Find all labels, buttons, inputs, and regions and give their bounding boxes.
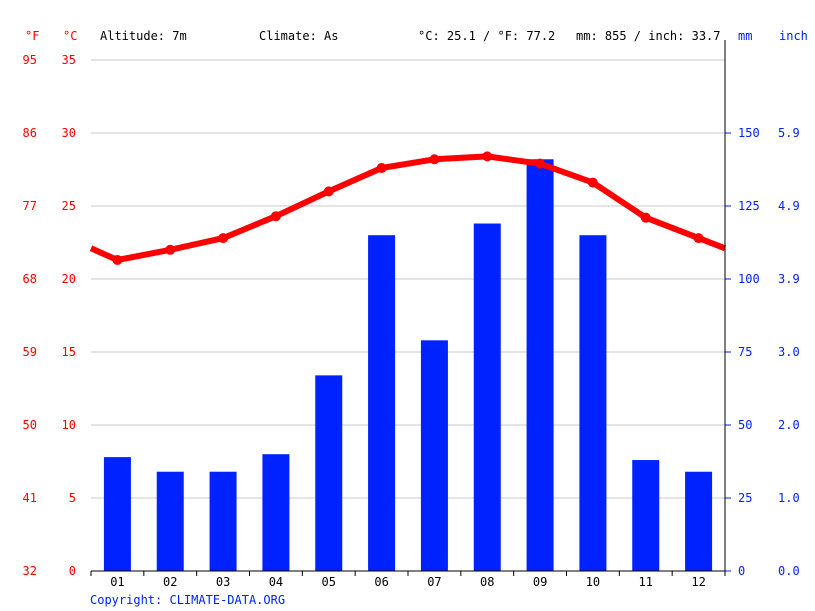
axes	[91, 40, 726, 572]
precipitation-bar	[420, 340, 448, 571]
celsius-tick-label: 0	[69, 564, 76, 578]
precipitation-bar	[685, 471, 713, 571]
celsius-tick-label: 30	[62, 126, 76, 140]
fahrenheit-tick-label: 41	[23, 491, 37, 505]
month-tick-label: 09	[533, 575, 547, 589]
celsius-tick-label: 15	[62, 345, 76, 359]
inch-tick-label: 3.9	[778, 272, 800, 286]
temperature-point	[165, 244, 176, 255]
month-tick-label: 07	[427, 575, 441, 589]
precipitation-bar	[579, 235, 607, 571]
fahrenheit-tick-label: 32	[23, 564, 37, 578]
month-tick-label: 12	[691, 575, 705, 589]
inch-tick-label: 2.0	[778, 418, 800, 432]
mm-tick-label: 75	[738, 345, 752, 359]
celsius-tick-label: 5	[69, 491, 76, 505]
mm-tick-label: 125	[738, 199, 760, 213]
fahrenheit-tick-label: 50	[23, 418, 37, 432]
right-axis-ticks: 0 0.0 25 1.0 50 2.0 75 3.0 100 3.9 125 4.9 150 5.9	[725, 126, 800, 578]
fahrenheit-tick-label: 77	[23, 199, 37, 213]
precipitation-bar	[209, 471, 237, 571]
precipitation-bar	[368, 235, 396, 571]
celsius-tick-label: 20	[62, 272, 76, 286]
mm-tick-label: 0	[738, 564, 745, 578]
temperature-point	[482, 151, 493, 162]
precipitation-bar	[473, 223, 501, 571]
celsius-unit-label: °C	[63, 29, 77, 43]
precipitation-bar	[632, 460, 660, 571]
celsius-tick-label: 25	[62, 199, 76, 213]
month-tick-label: 10	[586, 575, 600, 589]
mm-tick-label: 150	[738, 126, 760, 140]
mm-unit-label: mm	[738, 29, 752, 43]
mm-tick-label: 25	[738, 491, 752, 505]
temperature-point	[376, 163, 387, 174]
temperature-point	[693, 233, 704, 244]
precipitation-bar	[315, 375, 343, 571]
month-tick-label: 05	[322, 575, 336, 589]
fahrenheit-tick-label: 68	[23, 272, 37, 286]
mm-tick-label: 50	[738, 418, 752, 432]
inch-tick-label: 4.9	[778, 199, 800, 213]
temperature-summary: °C: 25.1 / °F: 77.2	[418, 29, 555, 43]
fahrenheit-unit-label: °F	[25, 29, 39, 43]
precipitation-bar	[156, 471, 184, 571]
x-axis-ticks: 01 02 03 04 05 06 07 08 09 10 11 12	[90, 571, 726, 589]
month-tick-label: 06	[374, 575, 388, 589]
temperature-point	[270, 211, 281, 222]
temperature-line	[89, 153, 727, 263]
climate-label: Climate: As	[259, 29, 338, 43]
inch-tick-label: 0.0	[778, 564, 800, 578]
inch-tick-label: 3.0	[778, 345, 800, 359]
month-tick-label: 01	[110, 575, 124, 589]
mm-tick-label: 100	[738, 272, 760, 286]
celsius-tick-label: 10	[62, 418, 76, 432]
gridlines	[91, 59, 725, 499]
temperature-point	[535, 158, 546, 169]
inch-tick-label: 1.0	[778, 491, 800, 505]
month-tick-label: 04	[269, 575, 283, 589]
precipitation-summary: mm: 855 / inch: 33.7	[576, 29, 721, 43]
temperature-point	[640, 212, 651, 223]
copyright-text: Copyright: CLIMATE-DATA.ORG	[90, 593, 285, 607]
fahrenheit-tick-label: 95	[23, 53, 37, 67]
month-tick-label: 02	[163, 575, 177, 589]
inch-tick-label: 5.9	[778, 126, 800, 140]
fahrenheit-tick-label: 86	[23, 126, 37, 140]
precipitation-bar	[526, 159, 554, 571]
temperature-point	[429, 154, 440, 165]
altitude-label: Altitude: 7m	[100, 29, 187, 43]
temperature-point	[587, 177, 598, 188]
precipitation-bar	[103, 457, 131, 571]
precipitation-bars	[103, 159, 713, 571]
temperature-point	[218, 233, 229, 244]
left-axis-ticks: 32 0 41 5 50 10 59 15 68 20 77 25 86 30 95 35	[23, 53, 76, 578]
celsius-tick-label: 35	[62, 53, 76, 67]
fahrenheit-tick-label: 59	[23, 345, 37, 359]
temperature-point	[323, 186, 334, 197]
temperature-line-group	[89, 151, 727, 266]
month-tick-label: 11	[639, 575, 653, 589]
precipitation-bar	[262, 454, 290, 571]
temperature-point	[112, 255, 123, 266]
month-tick-label: 08	[480, 575, 494, 589]
inch-unit-label: inch	[779, 29, 808, 43]
month-tick-label: 03	[216, 575, 230, 589]
